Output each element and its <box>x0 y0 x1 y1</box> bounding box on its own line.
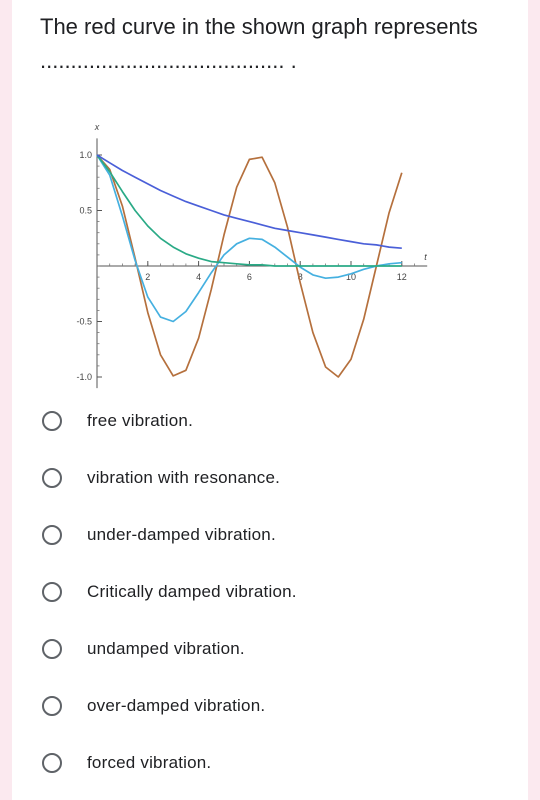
option-under-damped-vibration[interactable]: under-damped vibration. <box>42 517 462 553</box>
question-card: The red curve in the shown graph represe… <box>12 0 528 800</box>
option-label: under-damped vibration. <box>87 525 276 544</box>
option-vibration-with-resonance[interactable]: vibration with resonance. <box>42 460 462 496</box>
series-line-green <box>96 154 402 267</box>
x-axis-label: t <box>424 252 427 262</box>
option-label: Critically damped vibration. <box>87 582 297 601</box>
y-axis-label: x <box>94 122 100 132</box>
question-text: The red curve in the shown graph represe… <box>40 14 478 73</box>
y-tick-label: 0.5 <box>79 206 92 216</box>
series-line-red <box>96 154 403 378</box>
x-tick-label: 2 <box>145 272 150 282</box>
radio-icon[interactable] <box>42 411 62 431</box>
option-label: free vibration. <box>87 411 193 430</box>
option-label: forced vibration. <box>87 753 212 772</box>
y-tick-label: -0.5 <box>76 317 92 327</box>
series-line-dark-blue <box>96 154 402 250</box>
option-label: undamped vibration. <box>87 639 245 658</box>
radio-icon[interactable] <box>42 696 62 716</box>
radio-icon[interactable] <box>42 525 62 545</box>
x-tick-label: 6 <box>247 272 252 282</box>
series-line-light-blue <box>96 154 402 323</box>
radio-icon[interactable] <box>42 582 62 602</box>
option-label: over-damped vibration. <box>87 696 266 715</box>
radio-icon[interactable] <box>42 753 62 773</box>
option-label: vibration with resonance. <box>87 468 281 487</box>
x-tick-label: 4 <box>196 272 201 282</box>
damping-graph: 2 4 6 8 10 12 1.0 0.5 -0.5 -1.0 t x <box>76 122 428 389</box>
option-free-vibration[interactable]: free vibration. <box>42 403 462 439</box>
y-tick-label: 1.0 <box>79 150 92 160</box>
option-over-damped-vibration[interactable]: over-damped vibration. <box>42 688 462 724</box>
option-forced-vibration[interactable]: forced vibration. <box>42 745 462 781</box>
radio-icon[interactable] <box>42 639 62 659</box>
y-tick-label: -1.0 <box>76 372 92 382</box>
x-tick-label: 8 <box>298 272 303 282</box>
option-undamped-vibration[interactable]: undamped vibration. <box>42 631 462 667</box>
x-tick-label: 10 <box>346 272 356 282</box>
option-critically-damped-vibration[interactable]: Critically damped vibration. <box>42 574 462 610</box>
radio-icon[interactable] <box>42 468 62 488</box>
x-tick-label: 12 <box>397 272 407 282</box>
